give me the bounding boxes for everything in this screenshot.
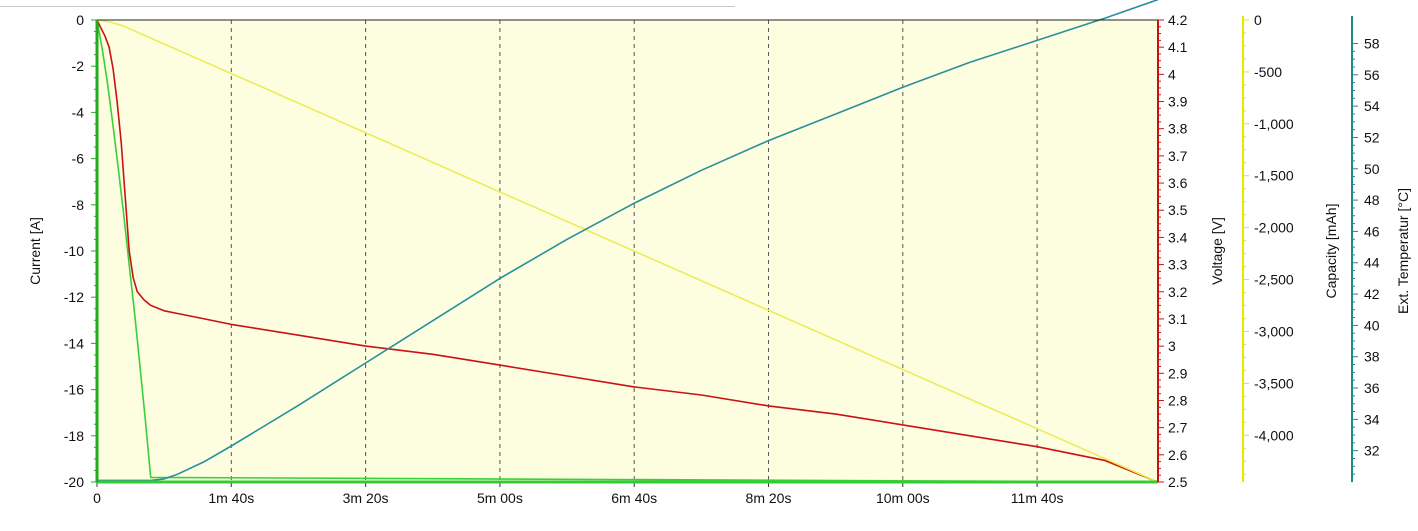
series-line-capacity xyxy=(96,19,1159,483)
plot-area xyxy=(97,20,1158,482)
temperature-tick-label: 58 xyxy=(1364,35,1380,51)
temperature-tick-label: 54 xyxy=(1364,98,1380,114)
current-tick-label: -4 xyxy=(72,104,85,120)
series-line-voltage xyxy=(96,19,1159,483)
temperature-tick-label: 52 xyxy=(1364,129,1380,145)
voltage-tick-label: 3.3 xyxy=(1168,257,1188,273)
capacity-tick-label: -3,500 xyxy=(1254,375,1294,391)
capacity-tick-label: -3,000 xyxy=(1254,323,1294,339)
voltage-tick-label: 3.2 xyxy=(1168,284,1188,300)
temperature-axis-title: Ext. Temperatur [°C] xyxy=(1395,188,1411,314)
voltage-tick-label: 2.9 xyxy=(1168,365,1188,381)
current-tick-label: -10 xyxy=(64,243,84,259)
x-tick-label: 10m 00s xyxy=(876,490,930,506)
current-axis-title: Current [A] xyxy=(27,217,43,285)
x-tick-label: 0 xyxy=(93,490,101,506)
temperature-tick-label: 32 xyxy=(1364,443,1380,459)
temperature-tick-label: 50 xyxy=(1364,161,1380,177)
series-layer xyxy=(96,0,1159,483)
x-tick-label: 8m 20s xyxy=(746,490,792,506)
series-line-temperature xyxy=(97,0,1159,482)
capacity-tick-label: -2,000 xyxy=(1254,220,1294,236)
temperature-tick-label: 56 xyxy=(1364,67,1380,83)
current-tick-label: -20 xyxy=(64,474,84,490)
window-border xyxy=(0,6,735,7)
capacity-tick-label: -2,500 xyxy=(1254,272,1294,288)
capacity-tick-label: -4,000 xyxy=(1254,427,1294,443)
voltage-tick-label: 2.6 xyxy=(1168,447,1188,463)
voltage-tick-label: 4 xyxy=(1168,66,1176,82)
temperature-tick-label: 48 xyxy=(1364,192,1380,208)
capacity-tick-label: 0 xyxy=(1254,12,1262,28)
temperature-tick-label: 40 xyxy=(1364,317,1380,333)
voltage-tick-label: 3.1 xyxy=(1168,311,1188,327)
voltage-tick-label: 3 xyxy=(1168,338,1176,354)
temperature-tick-label: 38 xyxy=(1364,349,1380,365)
current-tick-label: -2 xyxy=(72,58,85,74)
current-tick-label: -16 xyxy=(64,382,84,398)
current-tick-label: 0 xyxy=(76,12,84,28)
voltage-tick-label: 3.7 xyxy=(1168,148,1188,164)
capacity-tick-label: -1,500 xyxy=(1254,168,1294,184)
voltage-tick-label: 2.8 xyxy=(1168,392,1188,408)
temperature-tick-label: 44 xyxy=(1364,255,1380,271)
voltage-tick-label: 2.7 xyxy=(1168,420,1188,436)
voltage-tick-label: 4.1 xyxy=(1168,39,1188,55)
x-tick-label: 3m 20s xyxy=(343,490,389,506)
x-tick-label: 1m 40s xyxy=(208,490,254,506)
voltage-tick-label: 3.8 xyxy=(1168,121,1188,137)
axes-layer: 0 1m 40s 3m 20s 5m 00s 6m 40s 8m 20s 10m 00s 11… xyxy=(27,12,1411,506)
current-tick-label: -6 xyxy=(72,151,85,167)
current-tick-label: -8 xyxy=(72,197,85,213)
x-tick-label: 5m 00s xyxy=(477,490,523,506)
temperature-tick-label: 34 xyxy=(1364,411,1380,427)
voltage-tick-label: 3.5 xyxy=(1168,202,1188,218)
temperature-tick-label: 36 xyxy=(1364,380,1380,396)
current-tick-label: -12 xyxy=(64,289,84,305)
capacity-tick-label: -500 xyxy=(1254,64,1282,80)
voltage-tick-label: 2.5 xyxy=(1168,474,1188,490)
current-tick-label: -18 xyxy=(64,428,84,444)
capacity-axis-title: Capacity [mAh] xyxy=(1323,204,1339,299)
temperature-tick-label: 42 xyxy=(1364,286,1380,302)
voltage-axis-title: Voltage [V] xyxy=(1209,217,1225,285)
voltage-tick-label: 4.2 xyxy=(1168,12,1188,28)
series-line-current xyxy=(96,19,1159,483)
temperature-tick-label: 46 xyxy=(1364,223,1380,239)
voltage-tick-label: 3.6 xyxy=(1168,175,1188,191)
grid xyxy=(230,20,1038,482)
voltage-tick-label: 3.4 xyxy=(1168,229,1188,245)
x-tick-label: 6m 40s xyxy=(611,490,657,506)
x-tick-label: 11m 40s xyxy=(1011,490,1064,506)
current-tick-label: -14 xyxy=(64,335,84,351)
capacity-tick-label: -1,000 xyxy=(1254,116,1294,132)
voltage-tick-label: 3.9 xyxy=(1168,94,1188,110)
